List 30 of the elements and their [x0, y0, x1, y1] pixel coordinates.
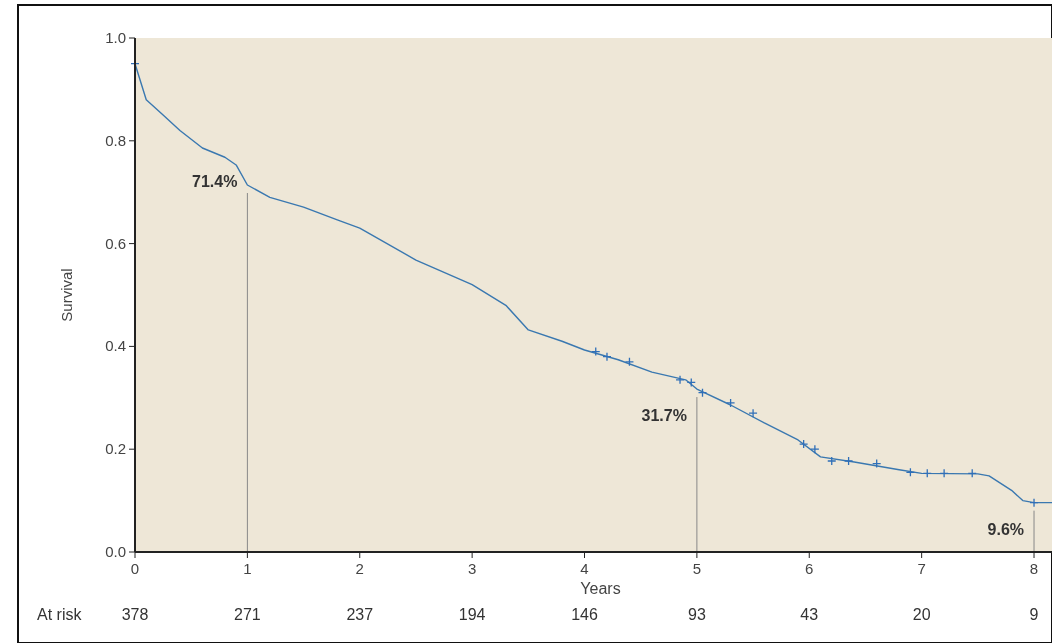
text: 271: [234, 606, 261, 623]
text: 9: [1029, 606, 1039, 623]
x-tick-label: 5: [692, 560, 702, 577]
text: 20: [912, 606, 931, 623]
y-axis-title: Survival: [58, 268, 75, 322]
text: 146: [571, 606, 598, 623]
y-tick-label: 0.8: [105, 131, 126, 149]
x-tick-label: 4: [580, 560, 589, 577]
text: 237: [346, 606, 374, 623]
text: 43: [800, 606, 819, 623]
annotation: 71.4%: [192, 173, 238, 190]
x-tick-label: 7: [917, 560, 926, 577]
y-tick-label: 0.6: [105, 234, 126, 252]
y-tick-label: 0.4: [105, 337, 126, 355]
x-tick-label: 6: [805, 560, 814, 577]
text: 378: [121, 606, 149, 623]
text: 93: [687, 606, 706, 623]
annotation: 9.6%: [987, 520, 1025, 538]
y-tick-label: 0.2: [105, 440, 126, 458]
x-tick-label: 8: [1029, 560, 1039, 577]
y-tick-label: 0.0: [105, 543, 126, 560]
text: 194: [458, 606, 486, 623]
x-tick-label: 2: [355, 560, 364, 577]
x-axis-title: Years: [580, 580, 621, 597]
x-tick-label: 1: [243, 560, 252, 577]
text: At risk: [37, 606, 83, 623]
annotation: 31.7%: [641, 407, 687, 425]
y-tick-label: 1.0: [105, 29, 126, 46]
x-tick-label: 3: [467, 560, 477, 577]
x-tick-label: 0: [130, 560, 140, 577]
